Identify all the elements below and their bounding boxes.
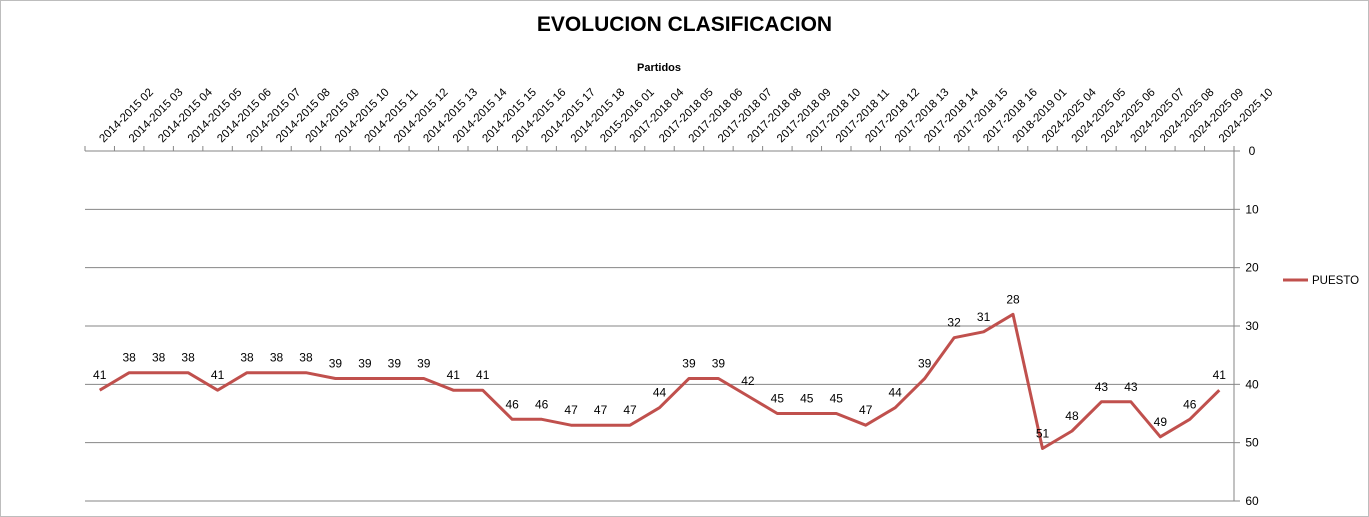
data-label: 32: [947, 316, 961, 330]
data-label: 43: [1124, 380, 1138, 394]
data-label: 39: [329, 357, 343, 371]
y-tick-label: 0: [1249, 144, 1256, 158]
data-label: 46: [1183, 397, 1197, 411]
data-label: 39: [712, 357, 726, 371]
data-label: 46: [506, 397, 520, 411]
data-label: 31: [977, 310, 991, 324]
data-label: 47: [564, 403, 578, 417]
data-label: 38: [181, 351, 195, 365]
data-label: 47: [623, 403, 637, 417]
data-label: 39: [918, 357, 932, 371]
data-label: 38: [152, 351, 166, 365]
legend-label: PUESTO: [1312, 275, 1359, 287]
data-label: 38: [123, 351, 137, 365]
y-tick-label: 50: [1245, 436, 1259, 450]
y-tick-label: 10: [1245, 202, 1259, 216]
y-tick-label: 20: [1245, 261, 1259, 275]
data-label: 38: [299, 351, 313, 365]
data-label: 47: [859, 403, 873, 417]
data-label: 44: [653, 386, 667, 400]
data-label: 41: [93, 368, 107, 382]
data-label: 41: [211, 368, 225, 382]
data-label: 45: [830, 392, 844, 406]
data-label: 46: [535, 397, 549, 411]
data-label: 45: [800, 392, 814, 406]
data-label: 39: [417, 357, 431, 371]
series-line-puesto: [98, 312, 1221, 450]
data-label: 41: [1213, 368, 1227, 382]
data-label: 41: [476, 368, 490, 382]
x-tick-label: 2024-2025 10: [1217, 86, 1276, 145]
data-label: 38: [240, 351, 254, 365]
data-label: 47: [594, 403, 608, 417]
data-label: 48: [1065, 409, 1079, 423]
y-tick-label: 60: [1245, 494, 1259, 508]
x-axis-label: Partidos: [637, 62, 681, 74]
data-label: 45: [771, 392, 785, 406]
data-label: 39: [682, 357, 696, 371]
data-label: 43: [1095, 380, 1109, 394]
data-label: 39: [358, 357, 372, 371]
data-label: 51: [1036, 427, 1050, 441]
data-label: 49: [1154, 415, 1168, 429]
data-label: 44: [889, 386, 903, 400]
data-label: 38: [270, 351, 284, 365]
chart-title: EVOLUCION CLASIFICACION: [536, 13, 833, 36]
data-label: 42: [741, 374, 755, 388]
data-label: 41: [447, 368, 461, 382]
data-label: 39: [388, 357, 402, 371]
y-tick-label: 40: [1245, 377, 1259, 391]
data-label: 28: [1006, 292, 1020, 306]
y-tick-label: 30: [1245, 319, 1259, 333]
